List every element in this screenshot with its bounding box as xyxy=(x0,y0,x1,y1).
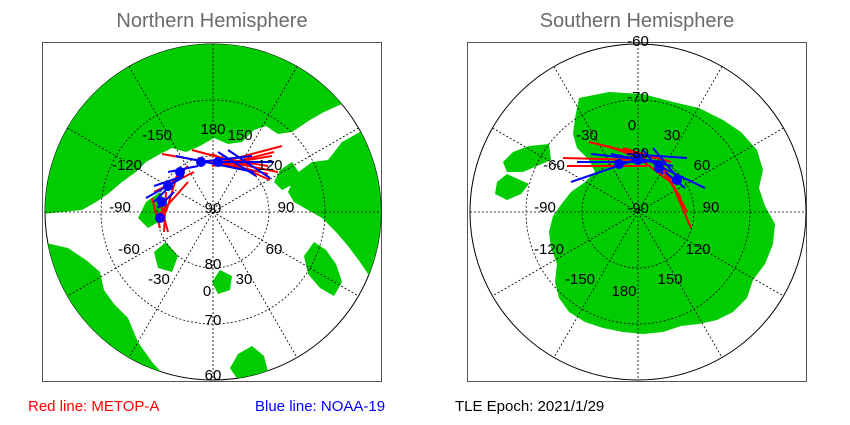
lon-label: -90 xyxy=(534,199,556,216)
arctic-island xyxy=(274,162,300,190)
noaa19-position xyxy=(155,213,165,223)
noaa19-position xyxy=(672,175,682,185)
noaa19-track xyxy=(217,151,257,177)
lon-label: 150 xyxy=(657,271,682,288)
lon-label: -30 xyxy=(576,127,598,144)
metop-track xyxy=(221,145,283,163)
peninsula-tip xyxy=(495,174,529,200)
lat-label: 70 xyxy=(205,312,222,329)
lon-label: 0 xyxy=(628,117,636,134)
tle-epoch-label: TLE Epoch: 2021/1/29 xyxy=(455,398,605,415)
north-lat-labels: 90 80 70 60 xyxy=(205,200,222,384)
lat-label: -90 xyxy=(627,200,649,217)
noaa19-position xyxy=(175,167,185,177)
lon-label: 90 xyxy=(278,199,295,216)
south-satellite-positions xyxy=(614,155,682,185)
metop-track xyxy=(562,157,644,161)
lon-label: 60 xyxy=(694,157,711,174)
noaa19-position xyxy=(633,155,643,165)
noaa19-track xyxy=(197,155,253,163)
south-polar-map: 0 30 -30 60 -60 90 -90 120 -120 150 -150… xyxy=(467,33,807,382)
north-lon-labels: 180 150 -150 120 -120 90 -90 60 -60 30 -… xyxy=(109,121,294,300)
lon-label: -120 xyxy=(534,241,564,258)
lat-label: -80 xyxy=(627,145,649,162)
noaa19-track xyxy=(662,167,706,189)
small-island xyxy=(212,270,232,294)
south-landmasses xyxy=(495,92,775,334)
north-polar-map: 180 150 -150 120 -120 90 -90 60 -60 30 -… xyxy=(42,42,382,384)
south-map-title: Southern Hemisphere xyxy=(539,10,735,32)
north-map-title: Northern Hemisphere xyxy=(116,10,308,32)
north-america-north xyxy=(288,102,381,292)
noaa19-position xyxy=(157,197,167,207)
noaa19-track xyxy=(626,153,688,159)
lon-label: 150 xyxy=(227,127,252,144)
noaa19-position xyxy=(654,163,664,173)
lat-label: 60 xyxy=(205,367,222,384)
south-graticule xyxy=(470,44,806,380)
metop-track xyxy=(151,197,161,229)
lon-label: -90 xyxy=(109,199,131,216)
lat-label: 90 xyxy=(205,200,222,217)
noaa19-position xyxy=(196,157,206,167)
noaa19-track xyxy=(570,157,642,183)
metop-legend: Red line: METOP-A xyxy=(28,398,160,415)
lon-label: 30 xyxy=(236,271,253,288)
lon-label: 180 xyxy=(200,121,225,138)
metop-track xyxy=(666,171,692,229)
lon-label: -60 xyxy=(118,241,140,258)
lon-label: 120 xyxy=(685,241,710,258)
noaa19-position xyxy=(163,181,173,191)
noaa19-position xyxy=(614,159,624,169)
south-lon-labels: 0 30 -30 60 -60 90 -90 120 -120 150 -150… xyxy=(534,117,719,300)
north-graticule xyxy=(45,44,381,380)
greenland xyxy=(304,242,342,296)
lon-label: -150 xyxy=(142,127,172,144)
lon-label: 120 xyxy=(257,157,282,174)
south-polar-map-svg: 0 30 -30 60 -60 90 -90 120 -120 150 -150… xyxy=(469,33,807,381)
lon-label: 30 xyxy=(664,127,681,144)
antarctic-peninsula xyxy=(503,144,551,172)
lat-label: -70 xyxy=(627,89,649,106)
lat-label: -60 xyxy=(627,33,649,50)
lon-label: 180 xyxy=(611,283,636,300)
lon-label: 60 xyxy=(266,241,283,258)
lon-label: -30 xyxy=(148,271,170,288)
lon-label: -120 xyxy=(112,157,142,174)
noaa19-track xyxy=(153,175,185,187)
lon-label: -150 xyxy=(565,271,595,288)
noaa19-legend: Blue line: NOAA-19 xyxy=(255,398,386,415)
lon-label: 0 xyxy=(203,283,211,300)
antarctica xyxy=(549,92,775,334)
lon-label: -60 xyxy=(543,157,565,174)
north-polar-map-svg: 180 150 -150 120 -120 90 -90 60 -60 30 -… xyxy=(44,43,382,384)
novaya-zemlya xyxy=(154,242,178,272)
noaa19-track xyxy=(227,149,271,179)
north-satellite-positions xyxy=(155,157,223,223)
lat-label: 80 xyxy=(205,256,222,273)
lon-label: 90 xyxy=(703,199,720,216)
noaa19-position xyxy=(213,157,223,167)
south-lat-labels: -60 -70 -80 -90 xyxy=(627,33,649,217)
